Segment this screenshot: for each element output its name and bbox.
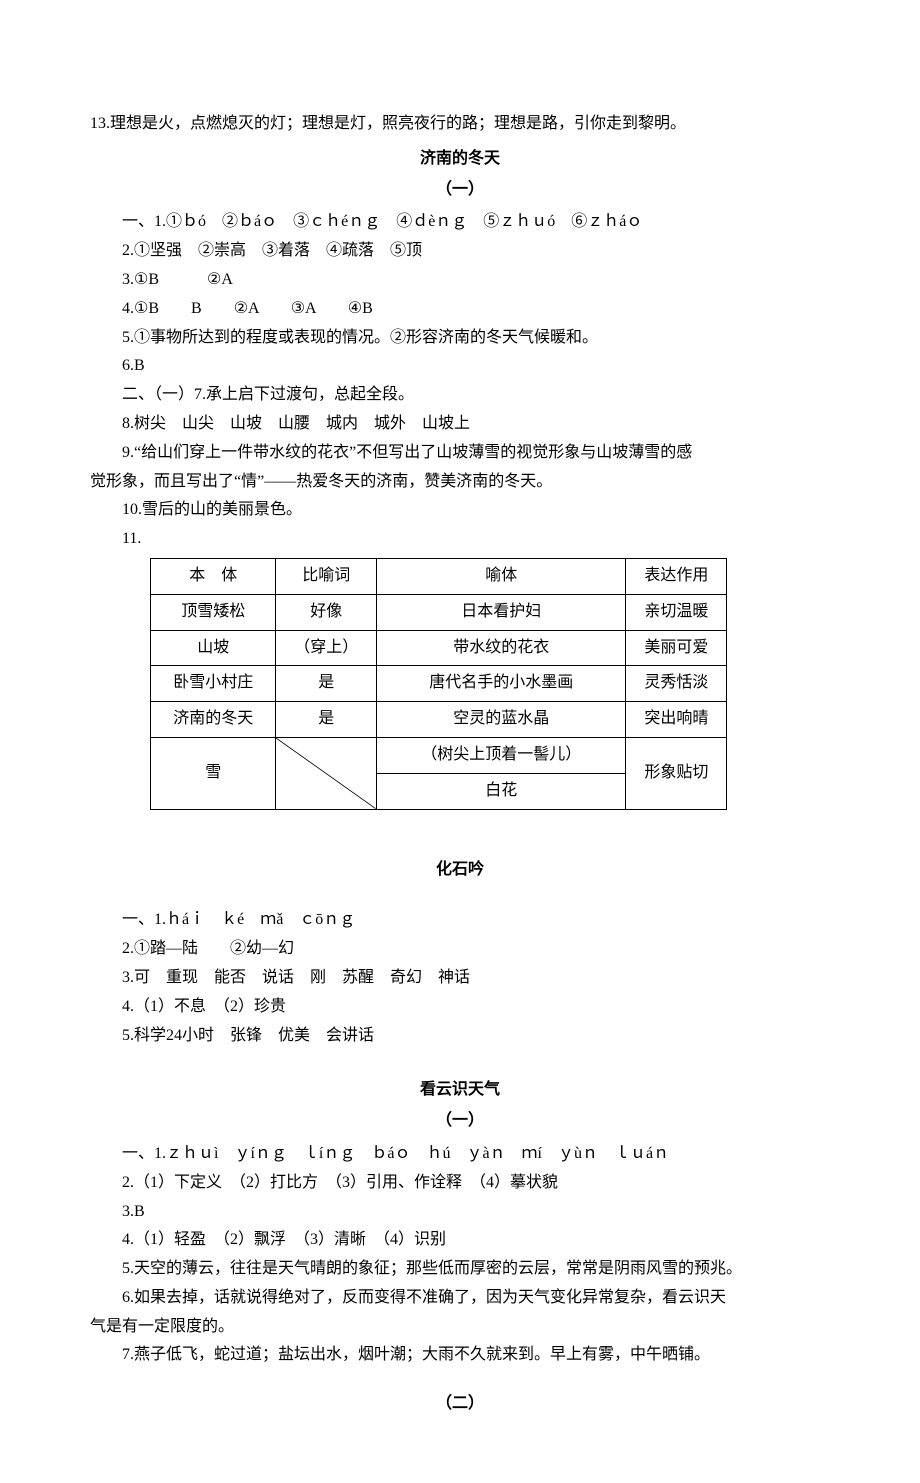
jinan-sub: （一） <box>90 176 830 205</box>
cell: 美丽可爱 <box>626 630 727 666</box>
kanyun-q7: 7.燕子低飞，蛇过道；盐坛出水，烟叶潮；大雨不久就来到。早上有雾，中午晒铺。 <box>90 1341 830 1370</box>
cell: 日本看护妇 <box>377 594 626 630</box>
spacer <box>90 1050 830 1070</box>
jinan-q9b: 觉形象，而且写出了“情”——热爱冬天的济南，赞美济南的冬天。 <box>90 468 830 497</box>
cell: 突出响晴 <box>626 702 727 738</box>
jinan-q11: 11. <box>90 525 830 554</box>
table-row: 济南的冬天 是 空灵的蓝水晶 突出响晴 <box>151 702 727 738</box>
table-row: 雪 （树尖上顶着一髻儿） 形象贴切 <box>151 737 727 773</box>
table-row: 山坡 （穿上） 带水纹的花衣 美丽可爱 <box>151 630 727 666</box>
diagonal-line-icon <box>276 738 376 809</box>
table-row: 顶雪矮松 好像 日本看护妇 亲切温暖 <box>151 594 727 630</box>
table-row: 本 体 比喻词 喻体 表达作用 <box>151 558 727 594</box>
spacer <box>90 886 830 906</box>
jinan-q9a: 9.“给山们穿上一件带水纹的花衣”不但写出了山坡薄雪的视觉形象与山坡薄雪的感 <box>90 439 830 468</box>
jinan-q3: 3.①B ②A <box>90 266 830 295</box>
kanyun-q5: 5.天空的薄云，往往是天气晴朗的象征；那些低而厚密的云层，常常是阴雨风雪的预兆。 <box>90 1255 830 1284</box>
huashi-q4: 4.（1）不息 （2）珍贵 <box>90 993 830 1022</box>
jinan-q10: 10.雪后的山的美丽景色。 <box>90 496 830 525</box>
cell: 亲切温暖 <box>626 594 727 630</box>
kanyun-sub: （一） <box>90 1107 830 1136</box>
cell: （树尖上顶着一髻儿） <box>377 737 626 773</box>
cell: 唐代名手的小水墨画 <box>377 666 626 702</box>
cell: 带水纹的花衣 <box>377 630 626 666</box>
cell: 山坡 <box>151 630 276 666</box>
kanyun-q4: 4.（1）轻盈 （2）飘浮 （3）清晰 （4）识别 <box>90 1226 830 1255</box>
spacer <box>90 1370 830 1390</box>
kanyun-q2: 2.（1）下定义 （2）打比方 （3）引用、作诠释 （4）摹状貌 <box>90 1169 830 1198</box>
cell: 雪 <box>151 737 276 809</box>
jinan-q8: 8.树尖 山尖 山坡 山腰 城内 城外 山坡上 <box>90 410 830 439</box>
cell: 济南的冬天 <box>151 702 276 738</box>
th-biyuci: 比喻词 <box>276 558 377 594</box>
page-container: 13.理想是火，点燃熄灭的灯；理想是灯，照亮夜行的路；理想是路，引你走到黎明。 … <box>0 0 920 1483</box>
huashi-q1: 一、1.ｈáｉ ｋé ｍǎ ｃōｎｇ <box>90 906 830 935</box>
cell: 空灵的蓝水晶 <box>377 702 626 738</box>
kanyun-q3: 3.B <box>90 1198 830 1227</box>
jinan-q4: 4.①B B ②A ③A ④B <box>90 295 830 324</box>
cell: 形象贴切 <box>626 737 727 809</box>
cell: 灵秀恬淡 <box>626 666 727 702</box>
th-benti: 本 体 <box>151 558 276 594</box>
kanyun-sub2: （二） <box>90 1390 830 1419</box>
kanyun-q1: 一、1.ｚｈｕì ｙíｎｇ ｌíｎｇ ｂáｏ ｈú ｙàｎ ｍí ｙùｎ ｌｕá… <box>90 1140 830 1169</box>
huashi-title: 化石吟 <box>90 856 830 885</box>
jinan-table: 本 体 比喻词 喻体 表达作用 顶雪矮松 好像 日本看护妇 亲切温暖 山坡 （穿… <box>150 558 727 810</box>
cell: 好像 <box>276 594 377 630</box>
jinan-q5: 5.①事物所达到的程度或表现的情况。②形容济南的冬天气候暖和。 <box>90 324 830 353</box>
th-biaoda: 表达作用 <box>626 558 727 594</box>
kanyun-title: 看云识天气 <box>90 1076 830 1105</box>
cell: 是 <box>276 666 377 702</box>
cell: 白花 <box>377 773 626 809</box>
huashi-q2: 2.①踏—陆 ②幼—幻 <box>90 935 830 964</box>
jinan-q1: 一、1.①ｂó ②ｂáｏ ③ｃｈéｎｇ ④ｄèｎｇ ⑤ｚｈｕó ⑥ｚｈáｏ <box>90 208 830 237</box>
cell: 顶雪矮松 <box>151 594 276 630</box>
huashi-q5: 5.科学24小时 张锋 优美 会讲话 <box>90 1022 830 1051</box>
th-yuti: 喻体 <box>377 558 626 594</box>
huashi-q3: 3.可 重现 能否 说话 刚 苏醒 奇幻 神话 <box>90 964 830 993</box>
cell: 是 <box>276 702 377 738</box>
spacer <box>90 830 830 850</box>
kanyun-q6a: 6.如果去掉，话就说得绝对了，反而变得不准确了，因为天气变化异常复杂，看云识天 <box>90 1284 830 1313</box>
cell: 卧雪小村庄 <box>151 666 276 702</box>
jinan-q2: 2.①坚强 ②崇高 ③着落 ④疏落 ⑤顶 <box>90 237 830 266</box>
cell: （穿上） <box>276 630 377 666</box>
jinan-title: 济南的冬天 <box>90 145 830 174</box>
cell-diagonal <box>276 737 377 809</box>
table-row: 卧雪小村庄 是 唐代名手的小水墨画 灵秀恬淡 <box>151 666 727 702</box>
jinan-q7: 二、（一）7.承上启下过渡句，总起全段。 <box>90 381 830 410</box>
jinan-q6: 6.B <box>90 352 830 381</box>
kanyun-q6b: 气是有一定限度的。 <box>90 1313 830 1342</box>
line-13: 13.理想是火，点燃熄灭的灯；理想是灯，照亮夜行的路；理想是路，引你走到黎明。 <box>90 110 830 139</box>
